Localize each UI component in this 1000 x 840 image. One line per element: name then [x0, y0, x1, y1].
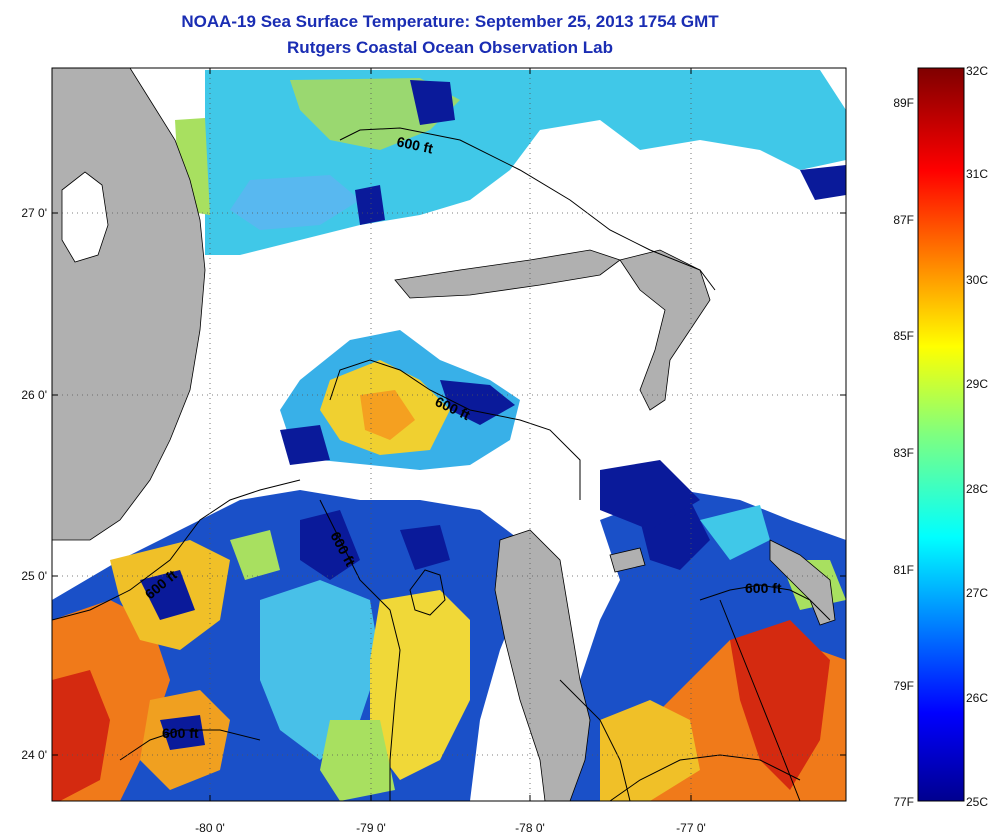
lat-label: 26 0': [21, 388, 47, 402]
graticule: [52, 68, 846, 801]
colorbar: 32C 31C 30C 29C 28C 27C 26C 25C 89F 87F …: [893, 64, 988, 809]
celsius-label: 32C: [966, 64, 988, 78]
celsius-label: 29C: [966, 377, 988, 391]
celsius-label: 25C: [966, 795, 988, 809]
contour-label: 600 ft: [162, 725, 199, 741]
lon-label: -80 0': [195, 821, 225, 835]
map-frame: [51, 67, 847, 802]
sst-central-patch: [280, 330, 520, 470]
celsius-label: 27C: [966, 586, 988, 600]
lon-label: -78 0': [515, 821, 545, 835]
sst-southeast-region: [560, 460, 846, 801]
lake-okeechobee: [61, 171, 109, 263]
sst-map: 600 ft 600 ft 600 ft 600 ft 600 ft 600 f…: [52, 68, 846, 801]
lat-label: 25 0': [21, 569, 47, 583]
andros-land: [494, 529, 591, 801]
fahrenheit-label: 81F: [893, 563, 914, 577]
berry-islands-land: [609, 547, 646, 573]
contour-label: 600 ft: [745, 580, 782, 596]
fahrenheit-label: 85F: [893, 329, 914, 343]
contour-label: 600 ft: [395, 133, 434, 156]
isobath-lines: [52, 127, 831, 801]
fahrenheit-label: 83F: [893, 446, 914, 460]
lon-label: -79 0': [356, 821, 386, 835]
lat-label: 24 0': [21, 748, 47, 762]
sst-south-region: [52, 490, 520, 801]
eleuthera-land: [769, 539, 836, 626]
celsius-label: 30C: [966, 273, 988, 287]
colorbar-gradient: [917, 67, 965, 802]
celsius-label: 31C: [966, 167, 988, 181]
grand-bahama-land: [394, 249, 621, 299]
figure-title: NOAA-19 Sea Surface Temperature: Septemb…: [181, 12, 719, 31]
lat-label: 27 0': [21, 206, 47, 220]
axis-ticks: [52, 68, 846, 801]
figure-subtitle: Rutgers Coastal Ocean Observation Lab: [287, 38, 613, 57]
fahrenheit-label: 77F: [893, 795, 914, 809]
lon-label: -77 0': [676, 821, 706, 835]
celsius-label: 28C: [966, 482, 988, 496]
fahrenheit-label: 89F: [893, 96, 914, 110]
fahrenheit-label: 87F: [893, 213, 914, 227]
celsius-label: 26C: [966, 691, 988, 705]
fahrenheit-label: 79F: [893, 679, 914, 693]
